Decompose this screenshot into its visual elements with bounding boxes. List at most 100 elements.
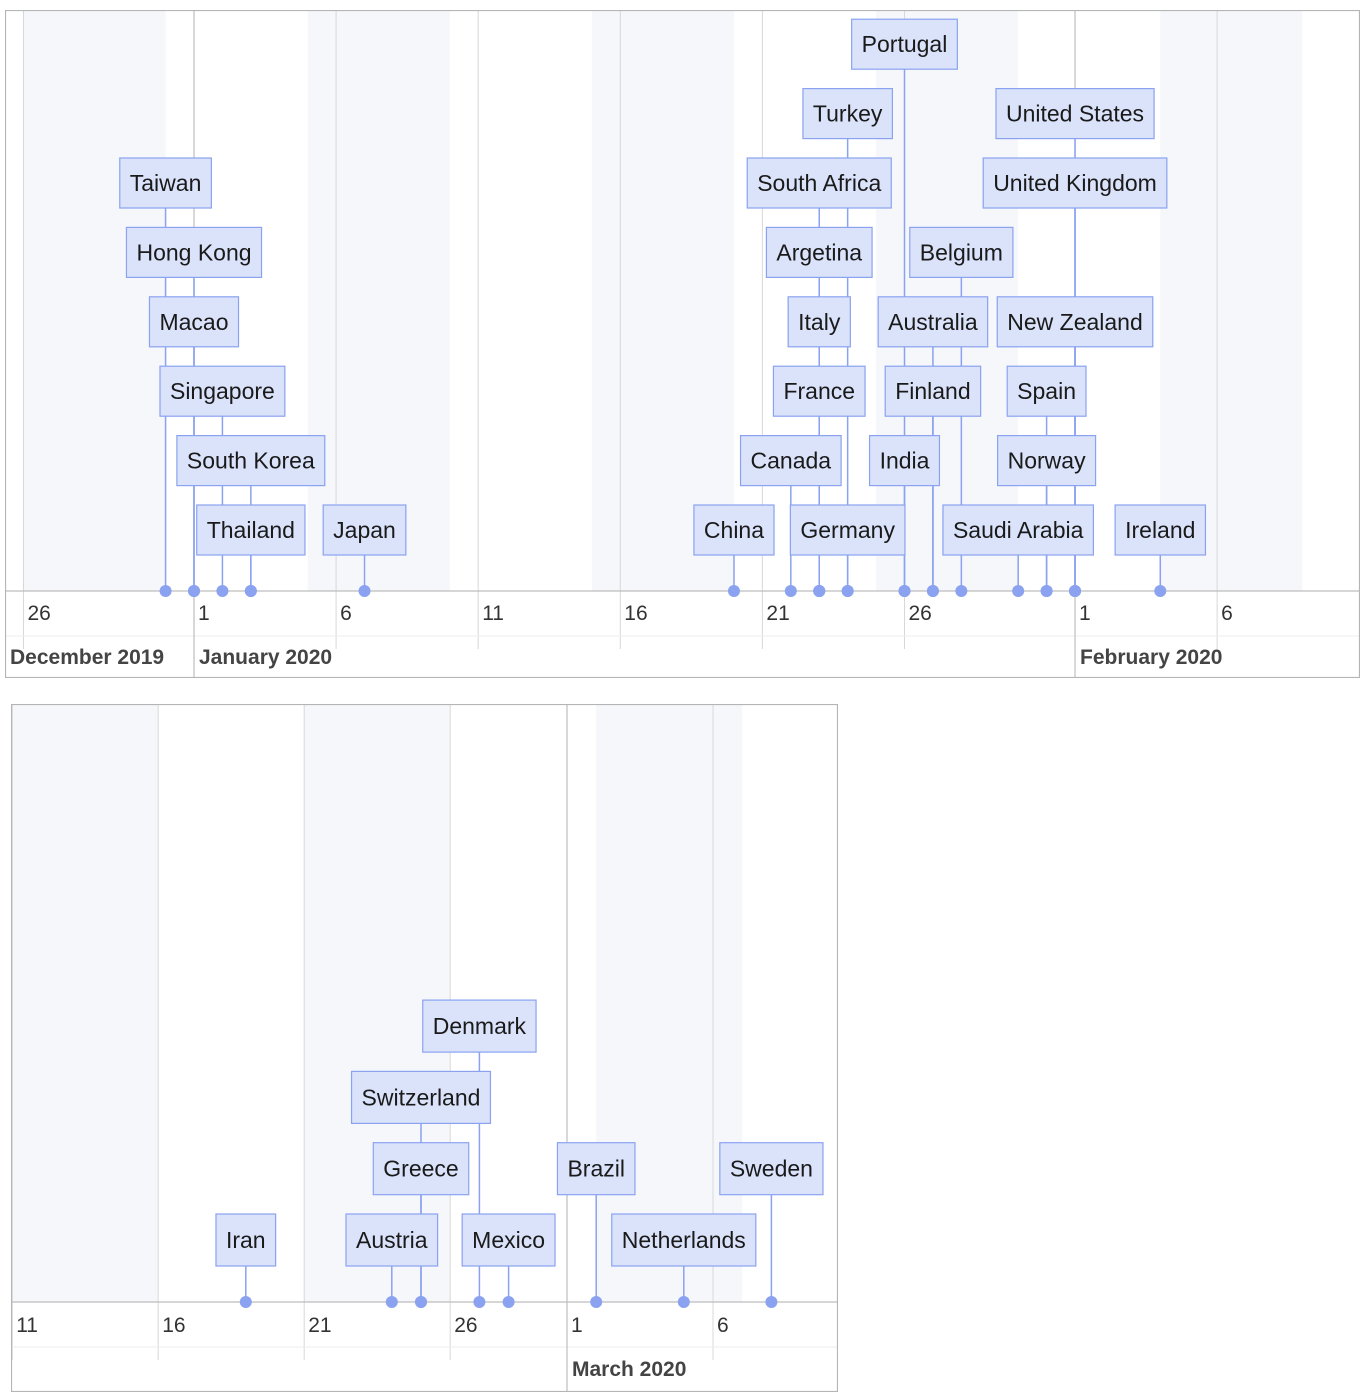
event-marker-macao[interactable] [188, 585, 200, 597]
event-label-box[interactable] [345, 1213, 439, 1267]
event-marker-germany[interactable] [841, 585, 854, 597]
event-label-box[interactable] [997, 435, 1097, 487]
event-marker-belgium[interactable] [955, 585, 968, 597]
event-label-box[interactable] [995, 87, 1155, 140]
event-marker-ireland[interactable] [1154, 585, 1167, 597]
event-marker-saudi-arabia[interactable] [1012, 585, 1025, 597]
event-label-box[interactable] [746, 157, 892, 209]
event-label-box[interactable] [196, 504, 306, 556]
event-label-box[interactable] [772, 365, 866, 417]
event-label-box[interactable] [556, 1142, 636, 1196]
event-label-box[interactable] [1114, 504, 1207, 556]
event-label-box[interactable] [125, 226, 263, 278]
event-label-taiwan[interactable]: Taiwan [119, 157, 212, 209]
event-label-box[interactable] [159, 365, 286, 417]
event-label-box[interactable] [982, 157, 1168, 209]
event-label-box[interactable] [372, 1142, 470, 1196]
event-marker-japan[interactable] [358, 585, 371, 597]
event-label-canada[interactable]: Canada [739, 435, 842, 487]
event-label-box[interactable] [942, 504, 1094, 556]
event-label-greece[interactable]: Greece [372, 1142, 470, 1196]
event-marker-switzerland[interactable] [415, 1296, 427, 1308]
tick-label: 21 [766, 602, 789, 625]
event-label-japan[interactable]: Japan [322, 504, 407, 556]
event-marker-mexico[interactable] [502, 1296, 515, 1308]
event-label-brazil[interactable]: Brazil [556, 1142, 636, 1196]
event-label-box[interactable] [322, 504, 407, 556]
event-label-ireland[interactable]: Ireland [1114, 504, 1207, 556]
event-label-new-zealand[interactable]: New Zealand [996, 296, 1154, 348]
event-label-box[interactable] [461, 1213, 556, 1267]
event-label-norway[interactable]: Norway [997, 435, 1097, 487]
event-label-box[interactable] [739, 435, 842, 487]
event-label-box[interactable] [765, 226, 873, 278]
event-marker-canada[interactable] [784, 585, 797, 597]
event-label-singapore[interactable]: Singapore [159, 365, 286, 417]
event-marker-spain[interactable] [1040, 585, 1053, 597]
event-label-portugal[interactable]: Portugal [851, 18, 958, 70]
event-label-south-africa[interactable]: South Africa [746, 157, 892, 209]
event-label-spain[interactable]: Spain [1006, 365, 1087, 417]
event-label-box[interactable] [611, 1213, 757, 1267]
event-label-box[interactable] [176, 435, 326, 487]
event-marker-china[interactable] [727, 585, 740, 597]
event-label-germany[interactable]: Germany [789, 504, 906, 556]
event-label-box[interactable] [789, 504, 906, 556]
event-label-belgium[interactable]: Belgium [909, 226, 1014, 278]
event-label-box[interactable] [119, 157, 212, 209]
event-label-iran[interactable]: Iran [215, 1213, 277, 1267]
event-label-box[interactable] [350, 1070, 492, 1125]
event-label-hong-kong[interactable]: Hong Kong [125, 226, 263, 278]
event-label-box[interactable] [868, 435, 941, 487]
event-marker-australia[interactable] [926, 585, 939, 597]
event-marker-brazil[interactable] [590, 1296, 603, 1308]
event-label-box[interactable] [787, 296, 851, 348]
event-label-turkey[interactable]: Turkey [802, 87, 893, 140]
event-label-text: Belgium [920, 239, 1003, 265]
event-marker-netherlands[interactable] [677, 1296, 690, 1308]
event-marker-taiwan[interactable] [159, 585, 172, 597]
event-label-text: United States [1006, 101, 1144, 127]
tick-label: 26 [909, 602, 932, 625]
event-label-united-kingdom[interactable]: United Kingdom [982, 157, 1168, 209]
event-label-austria[interactable]: Austria [345, 1213, 439, 1267]
event-label-mexico[interactable]: Mexico [461, 1213, 556, 1267]
event-marker-iran[interactable] [239, 1296, 252, 1308]
event-label-box[interactable] [1006, 365, 1087, 417]
event-marker-sweden[interactable] [765, 1296, 778, 1308]
event-label-united-states[interactable]: United States [995, 87, 1155, 140]
event-label-sweden[interactable]: Sweden [719, 1142, 824, 1196]
event-marker-india[interactable] [898, 585, 911, 597]
event-marker-austria[interactable] [385, 1296, 398, 1308]
event-label-australia[interactable]: Australia [877, 296, 989, 348]
event-label-box[interactable] [802, 87, 893, 140]
event-label-south-korea[interactable]: South Korea [176, 435, 326, 487]
event-marker-thailand[interactable] [244, 585, 257, 597]
event-marker-united-states[interactable] [1069, 585, 1082, 597]
event-label-india[interactable]: India [868, 435, 941, 487]
event-label-box[interactable] [884, 365, 982, 417]
event-label-macao[interactable]: Macao [148, 296, 240, 348]
event-label-thailand[interactable]: Thailand [196, 504, 306, 556]
event-marker-south-africa[interactable] [813, 585, 826, 597]
event-marker-singapore[interactable] [216, 585, 229, 597]
event-label-box[interactable] [719, 1142, 824, 1196]
event-label-box[interactable] [996, 296, 1154, 348]
event-label-argetina[interactable]: Argetina [765, 226, 873, 278]
event-label-box[interactable] [215, 1213, 277, 1267]
event-label-italy[interactable]: Italy [787, 296, 851, 348]
event-label-box[interactable] [422, 999, 537, 1053]
event-label-saudi-arabia[interactable]: Saudi Arabia [942, 504, 1094, 556]
event-label-box[interactable] [693, 504, 775, 556]
event-label-finland[interactable]: Finland [884, 365, 982, 417]
event-label-france[interactable]: France [772, 365, 866, 417]
event-label-box[interactable] [877, 296, 989, 348]
event-label-denmark[interactable]: Denmark [422, 999, 537, 1053]
event-marker-denmark[interactable] [473, 1296, 486, 1308]
event-label-china[interactable]: China [693, 504, 775, 556]
event-label-netherlands[interactable]: Netherlands [611, 1213, 757, 1267]
event-label-box[interactable] [148, 296, 240, 348]
event-label-box[interactable] [851, 18, 958, 70]
event-label-switzerland[interactable]: Switzerland [350, 1070, 492, 1125]
event-label-box[interactable] [909, 226, 1014, 278]
